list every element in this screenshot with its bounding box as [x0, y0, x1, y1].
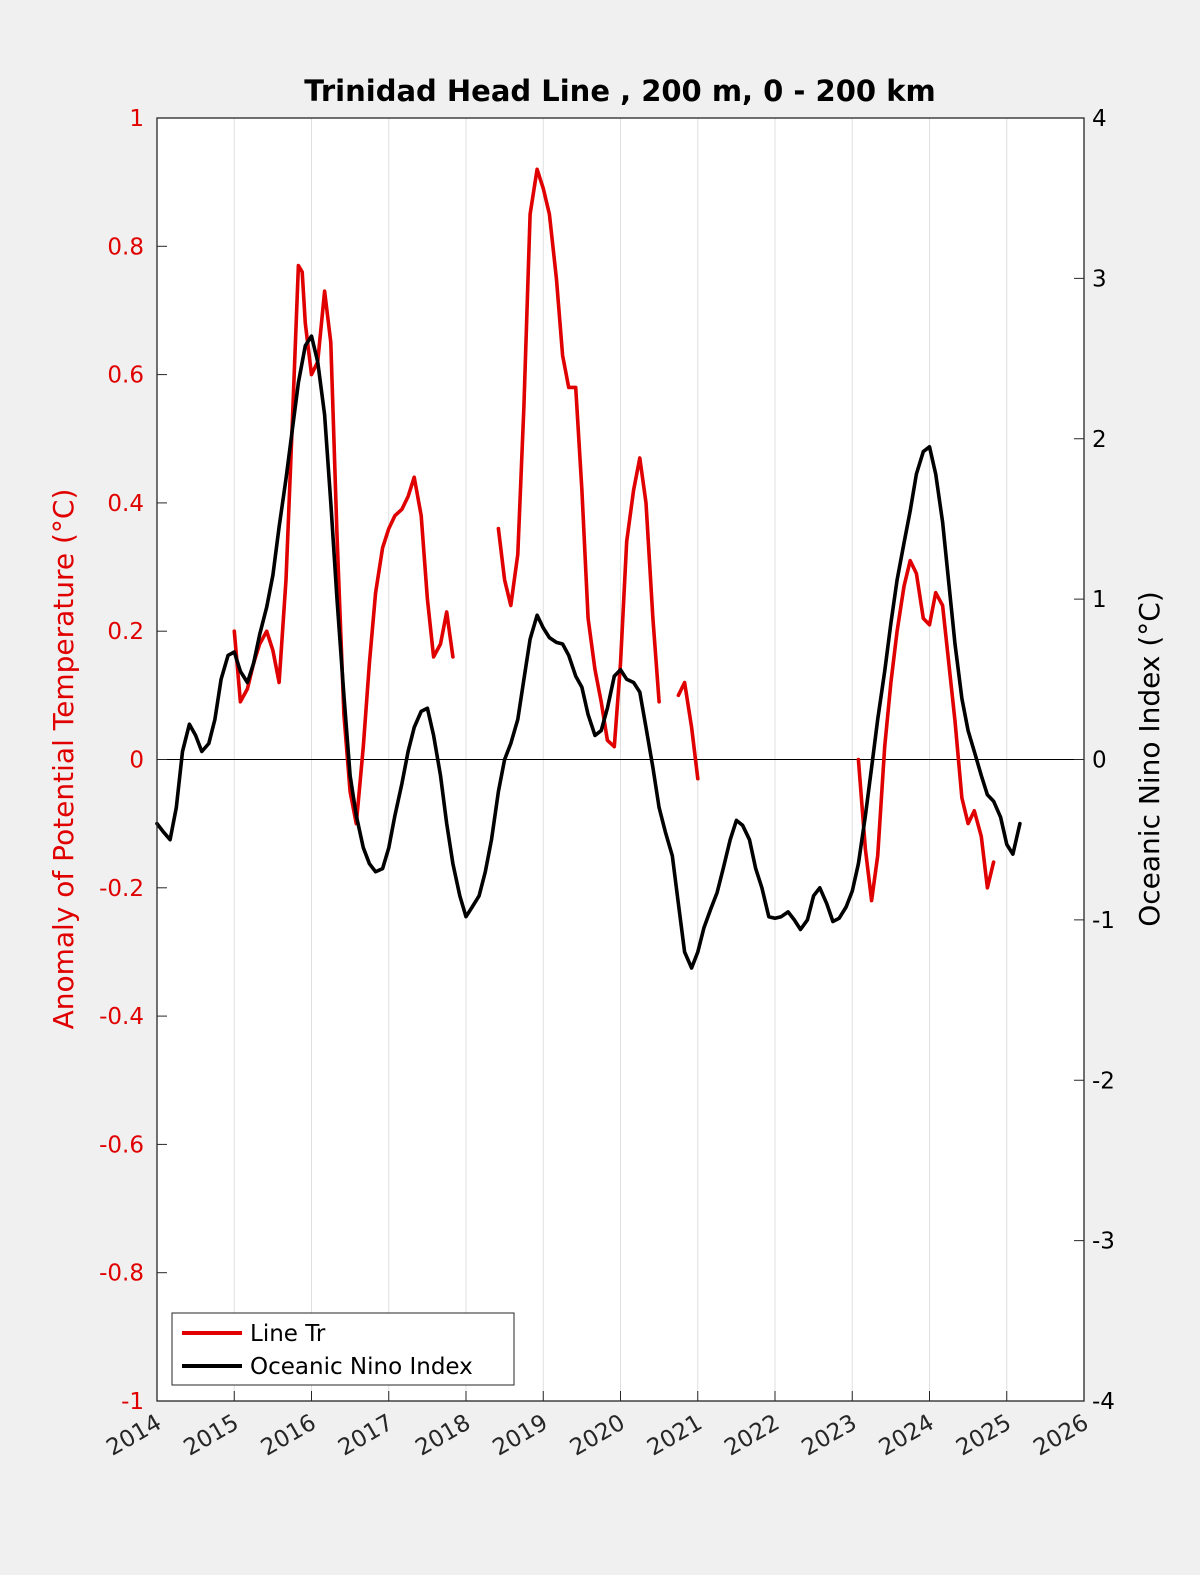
y-axis-label-right: Oceanic Nino Index (°C): [1133, 591, 1166, 927]
legend-label-line-tr: Line Tr: [250, 1321, 326, 1347]
y-left-tick-label: 0.6: [107, 363, 144, 389]
x-tick-label: 2022: [720, 1410, 784, 1462]
y-right-tick-label: 0: [1092, 748, 1107, 774]
x-tick-label: 2023: [798, 1410, 862, 1462]
y-left-tick-label: 1: [129, 106, 144, 132]
y-left-tick-label: -0.4: [99, 1004, 144, 1030]
chart-title: Trinidad Head Line , 200 m, 0 - 200 km: [304, 74, 935, 108]
x-tick-label: 2017: [334, 1410, 398, 1462]
y-right-tick-label: 4: [1092, 106, 1107, 132]
x-tick-label: 2021: [643, 1410, 707, 1462]
right-axis: -4 -3 -2 -1 0 1 2 3 4: [1074, 106, 1115, 1415]
series-line-line-tr: [856, 558, 996, 903]
y-left-tick-label: -0.2: [99, 876, 144, 902]
x-tick-label: 2026: [1029, 1410, 1093, 1462]
y-left-tick-label: 0.4: [107, 491, 144, 517]
y-left-tick-label: 0: [129, 748, 144, 774]
legend-box: [171, 1312, 515, 1386]
x-tick-label: 2016: [257, 1410, 321, 1462]
legend: Line Tr Oceanic Nino Index: [171, 1312, 515, 1386]
y-right-tick-label: -2: [1092, 1068, 1115, 1094]
x-tick-label: 2018: [411, 1410, 475, 1462]
left-axis: -1 -0.8 -0.6 -0.4 -0.2 0 0.2 0.4 0.6 0.8 1: [99, 106, 167, 1415]
y-right-tick-label: -1: [1092, 908, 1115, 934]
legend-label-oni: Oceanic Nino Index: [250, 1354, 473, 1380]
y-right-tick-label: -3: [1092, 1229, 1115, 1255]
series-line-oceanic-nino-index: [155, 334, 1022, 970]
y-left-tick-label: -0.8: [99, 1261, 144, 1287]
y-left-tick-label: -1: [121, 1389, 144, 1415]
y-left-tick-label: -0.6: [99, 1132, 144, 1158]
y-right-tick-label: 1: [1092, 587, 1107, 613]
x-tick-label: 2019: [489, 1410, 553, 1462]
y-axis-label-left: Anomaly of Potential Temperature (°C): [47, 489, 80, 1030]
x-tick-label: 2024: [875, 1410, 939, 1462]
x-tick-label: 2014: [102, 1410, 166, 1462]
series-line-line-tr: [496, 167, 661, 749]
x-tick-label: 2020: [566, 1410, 630, 1462]
y-right-tick-label: 3: [1092, 266, 1107, 292]
y-right-tick-label: -4: [1092, 1389, 1115, 1415]
series-line-line-tr: [676, 680, 700, 781]
y-left-tick-label: 0.8: [107, 234, 144, 260]
y-right-tick-label: 2: [1092, 427, 1107, 453]
x-tick-label: 2015: [180, 1410, 244, 1462]
y-left-tick-label: 0.2: [107, 619, 144, 645]
x-tick-label: 2025: [952, 1410, 1016, 1462]
series-layer: [155, 167, 1022, 970]
